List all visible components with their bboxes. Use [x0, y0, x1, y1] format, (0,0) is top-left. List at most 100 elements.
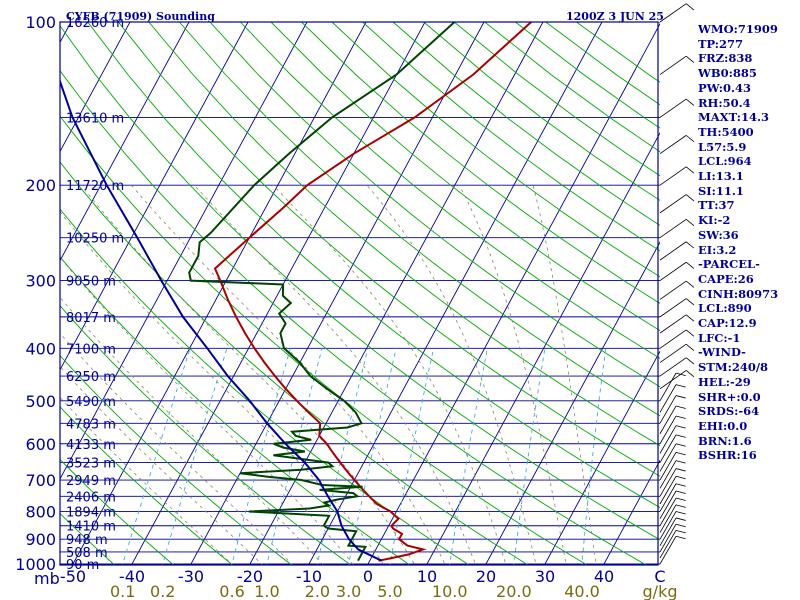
wind-barb-icon [659, 434, 677, 463]
isotherm-line [60, 22, 249, 371]
wind-barb-icon [659, 443, 677, 472]
height-label: 13610 m [66, 111, 124, 126]
temperature-tick-label: -10 [296, 567, 322, 586]
dry-adiabat-line [362, 22, 660, 252]
wind-barb-icon [659, 314, 687, 334]
index-line: LI:13.1 [698, 169, 744, 184]
index-line: -WIND- [698, 345, 746, 360]
dry-adiabat-line [60, 161, 529, 565]
index-line: CINH:80973 [698, 286, 779, 301]
wind-barb-icon [685, 241, 695, 249]
wind-barb-icon [659, 483, 677, 512]
wind-barb-icon [659, 135, 687, 155]
index-line: EHI:0.0 [698, 418, 748, 433]
moist-adiabat-line [131, 184, 446, 565]
mixing-ratio-tick-label: 1.0 [254, 582, 279, 600]
index-line: BSHR:16 [698, 448, 757, 463]
wind-barb-icon [659, 166, 687, 186]
temperature-tick-label: 20 [476, 567, 496, 586]
grid-lines [0, 22, 660, 575]
wind-barb-icon [675, 475, 686, 480]
index-line: TT:37 [698, 198, 735, 213]
moist-adiabat-line [193, 184, 477, 565]
dry-adiabat-line [331, 22, 660, 278]
wind-barb-icon [675, 443, 686, 447]
mixing-ratio-tick-label: g/kg [643, 582, 678, 600]
height-label: 2406 m [66, 490, 116, 505]
wind-barb-icon [685, 135, 695, 143]
height-label: 90 m [66, 558, 99, 573]
dry-adiabat-line [60, 69, 648, 565]
wind-barb-icon [659, 511, 677, 540]
height-label: 10250 m [66, 232, 124, 247]
moist-adiabat-line [60, 332, 294, 565]
index-line: SRDS:-64 [698, 404, 760, 419]
pressure-tick-label: 500 [25, 392, 56, 411]
dry-adiabat-line [87, 22, 660, 509]
isotherm-line [307, 22, 603, 565]
wind-barb-icon [675, 415, 686, 419]
pressure-tick-label: 900 [25, 530, 56, 549]
temperature-tick-label: 10 [417, 567, 437, 586]
wind-barb-icon [659, 524, 677, 553]
wind-barb-icon [659, 536, 677, 565]
wind-barb-icon [659, 3, 687, 23]
mixing-ratio-line [449, 348, 488, 565]
index-line: LFC:-1 [698, 330, 741, 345]
wind-barb-icon [685, 3, 695, 11]
isotherm-line [543, 350, 660, 565]
wind-barb-icon [685, 343, 695, 351]
wind-barb-icon [659, 343, 687, 363]
wind-barb-icon [685, 280, 695, 288]
mixing-ratio-tick-label: 10.0 [432, 582, 468, 600]
wind-barb-icon [685, 219, 695, 226]
wind-barb-icon [685, 261, 695, 269]
wind-barb-icon [675, 434, 686, 438]
wind-barb-icon [675, 529, 686, 534]
index-line: WB0:885 [698, 66, 757, 81]
pressure-tick-label: 600 [25, 435, 56, 454]
isotherm-line [0, 22, 12, 575]
wind-barb-icon [659, 298, 687, 318]
mixing-ratio-line [513, 348, 546, 565]
index-line: -PARCEL- [698, 257, 760, 272]
wind-barb-icon [659, 98, 687, 118]
temperature-tick-label: -50 [60, 567, 86, 586]
wind-barb-icon [659, 530, 677, 559]
height-label: 4133 m [66, 438, 116, 453]
index-line: LCL:890 [698, 301, 752, 316]
index-line: SW:36 [698, 227, 739, 242]
index-line: HEL:-29 [698, 374, 751, 389]
wind-barb-icon [675, 384, 686, 388]
wind-barb-icon [685, 55, 695, 63]
wind-barb-icon [659, 219, 687, 239]
dry-adiabat-line [60, 305, 352, 565]
index-line: L57:5.9 [698, 139, 747, 154]
pressure-tick-label: 400 [25, 339, 56, 358]
wind-barb-icon [659, 517, 677, 546]
height-label: 2949 m [66, 474, 116, 489]
wind-barb-icon [675, 535, 686, 540]
mixing-ratio-tick-label: 0.2 [150, 582, 175, 600]
index-line: FRZ:838 [698, 51, 753, 66]
index-line: EI:3.2 [698, 242, 737, 257]
pressure-tick-label: 300 [25, 272, 56, 291]
wind-barb-icon [675, 490, 686, 494]
mixing-ratio-line [389, 348, 435, 565]
isotherm-line [248, 22, 544, 565]
pressure-tick-label: 700 [25, 471, 56, 490]
wind-barb-icon [659, 357, 687, 377]
temperature-tick-label: -40 [119, 567, 145, 586]
isotherm-line [71, 22, 367, 565]
height-label: 6250 m [66, 370, 116, 385]
plot-frame [59, 21, 659, 566]
index-line: LCL:964 [698, 154, 752, 169]
wind-barb-icon [675, 451, 686, 456]
wind-barb-icon [675, 504, 686, 508]
index-line: PW:0.43 [698, 80, 752, 95]
index-line: SHR+:0.0 [698, 389, 761, 404]
chart-title: CYFB (71909) Sounding [66, 10, 215, 23]
dry-adiabat-line [270, 22, 660, 332]
isotherm-line [602, 459, 660, 565]
